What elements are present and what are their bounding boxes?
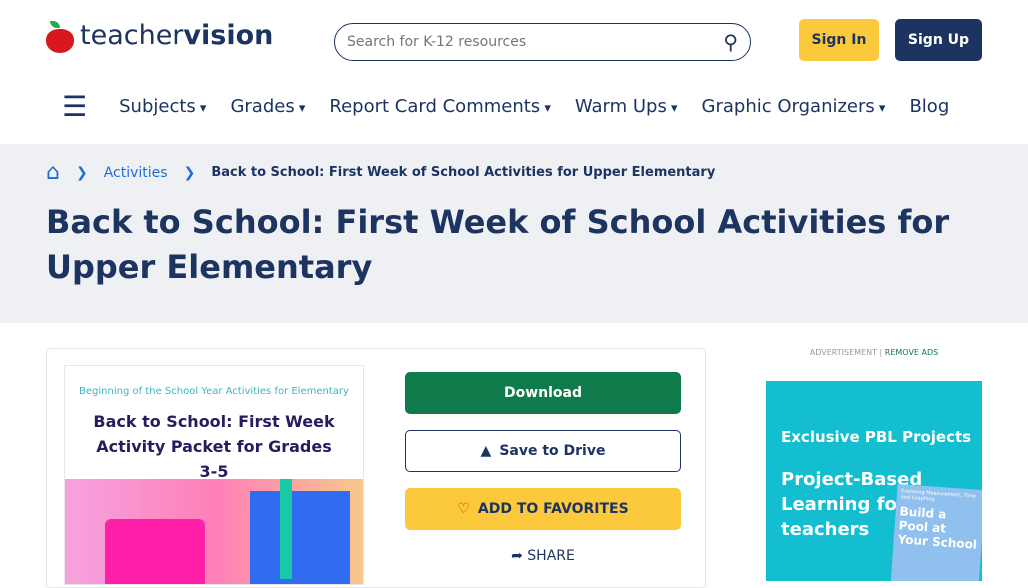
ad-book-title: Build a Pool at Your School bbox=[897, 504, 978, 552]
thumbnail-illustration bbox=[65, 479, 363, 584]
remove-ads-link[interactable]: REMOVE ADS bbox=[884, 348, 939, 357]
nav-report-card-comments[interactable]: Report Card Comments bbox=[329, 96, 550, 117]
ad-label: ADVERTISEMENT | REMOVE ADS bbox=[766, 348, 982, 357]
thumbnail-subtitle: Beginning of the School Year Activities … bbox=[79, 386, 349, 397]
download-button[interactable]: Download bbox=[405, 372, 681, 414]
nav-subjects[interactable]: Subjects bbox=[119, 96, 206, 117]
share-button[interactable]: ➦ SHARE bbox=[405, 548, 681, 564]
nav-warm-ups[interactable]: Warm Ups bbox=[575, 96, 678, 117]
share-icon: ➦ bbox=[511, 548, 523, 564]
apple-icon bbox=[46, 20, 74, 53]
nav-blog[interactable]: Blog bbox=[909, 96, 950, 117]
resource-thumbnail[interactable]: Beginning of the School Year Activities … bbox=[64, 365, 364, 585]
thumbnail-title: Back to School: First Week Activity Pack… bbox=[93, 412, 335, 481]
hamburger-menu-icon[interactable]: ☰ bbox=[62, 90, 88, 123]
logo-text-bold: vision bbox=[183, 20, 274, 51]
advertisement[interactable]: Exclusive PBL Projects Project-Based Lea… bbox=[766, 381, 982, 581]
sign-up-button[interactable]: Sign Up bbox=[895, 19, 982, 61]
search-bar[interactable]: ⚲ bbox=[334, 23, 751, 61]
logo-text: teacher bbox=[80, 20, 184, 51]
main-nav: ☰ Subjects Grades Report Card Comments W… bbox=[62, 90, 949, 123]
ad-book: Exploring Measurement, Time and Graphing… bbox=[890, 484, 982, 581]
drive-icon: ▲ bbox=[480, 443, 492, 459]
add-to-favorites-button[interactable]: ♡ ADD TO FAVORITES bbox=[405, 488, 681, 530]
page-title: Back to School: First Week of School Act… bbox=[46, 203, 950, 286]
logo[interactable]: teachervision bbox=[46, 20, 274, 53]
chevron-right-icon: ❯ bbox=[75, 164, 88, 181]
home-icon[interactable]: ⌂ bbox=[46, 160, 60, 185]
favorites-label: ADD TO FAVORITES bbox=[477, 501, 629, 517]
save-to-drive-button[interactable]: ▲ Save to Drive bbox=[405, 430, 681, 472]
breadcrumb-current: Back to School: First Week of School Act… bbox=[211, 165, 716, 180]
advertisement-label: ADVERTISEMENT | bbox=[809, 348, 883, 357]
share-label: SHARE bbox=[527, 548, 575, 564]
search-input[interactable] bbox=[347, 34, 687, 50]
heart-icon: ♡ bbox=[457, 501, 470, 517]
save-to-drive-label: Save to Drive bbox=[499, 443, 606, 459]
search-icon[interactable]: ⚲ bbox=[723, 30, 738, 54]
ad-kicker: Exclusive PBL Projects bbox=[781, 428, 972, 446]
chevron-right-icon: ❯ bbox=[183, 164, 196, 181]
breadcrumb: ⌂ ❯ Activities ❯ Back to School: First W… bbox=[46, 160, 715, 185]
ad-book-subtitle: Exploring Measurement, Time and Graphing bbox=[900, 488, 976, 503]
breadcrumb-activities[interactable]: Activities bbox=[103, 164, 168, 181]
nav-graphic-organizers[interactable]: Graphic Organizers bbox=[702, 96, 886, 117]
hero-section bbox=[0, 144, 1028, 323]
nav-grades[interactable]: Grades bbox=[230, 96, 305, 117]
sign-in-button[interactable]: Sign In bbox=[799, 19, 879, 61]
